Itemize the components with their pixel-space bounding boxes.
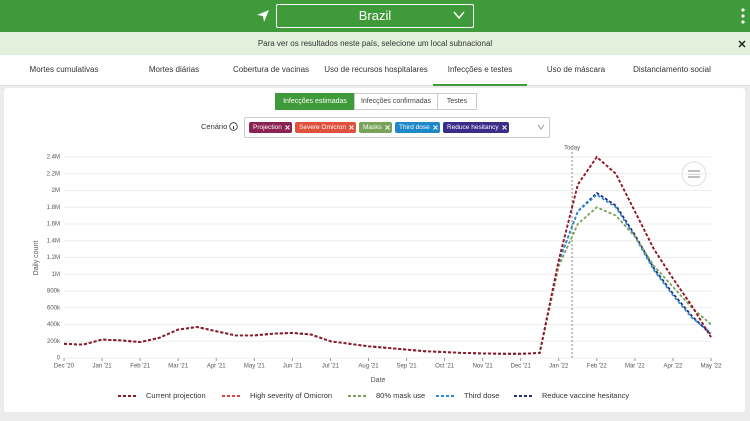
x-tick-label: Nov '21 [473, 364, 494, 370]
tab[interactable]: Cobertura de vacinas [232, 65, 310, 74]
chevron [453, 11, 465, 20]
y-tick-label: 800k [47, 289, 61, 295]
x-tick-label: Jul '21 [322, 364, 340, 370]
tab[interactable]: Uso de recursos hospitalares [324, 65, 428, 74]
chip-remove[interactable] [501, 125, 507, 130]
legend-label: Current projection [146, 391, 206, 400]
y-tick-label: 1.6M [47, 222, 60, 228]
x-tick-label: Dec '21 [511, 364, 532, 370]
chip-text: Reduce hesitancy [447, 124, 499, 131]
x-tick-label: Feb '21 [130, 364, 150, 370]
tab-bar: Mortes cumulativas Mortes diárias Cobert… [0, 55, 750, 86]
y-axis-label: Daily count [33, 241, 40, 276]
x-tick-label: Sep '21 [396, 364, 417, 370]
tab-active[interactable]: Infecções e testes [433, 55, 527, 86]
x-tick-label: Feb '22 [587, 364, 607, 370]
legend-label: Reduce vaccine hesitancy [542, 391, 629, 400]
y-tick-label: 2M [52, 188, 60, 194]
top-bar: Brazil [0, 0, 750, 32]
location-select[interactable]: Brazil [276, 4, 474, 28]
series-line [63, 155, 712, 355]
close-icon[interactable] [738, 40, 746, 48]
tab[interactable]: Mortes diárias [148, 65, 200, 74]
x-tick-label: Jan '21 [92, 364, 112, 370]
y-tick-label: 1.2M [47, 255, 60, 261]
today-label: Today [564, 146, 580, 152]
chip-remove[interactable] [349, 125, 354, 130]
y-tick-label: 2.4M [47, 155, 60, 161]
chip-text: Projection [253, 124, 282, 131]
info-icon [229, 122, 239, 131]
subtab[interactable]: Infecções confirmadas [354, 93, 438, 110]
series-line [63, 191, 712, 355]
y-tick-label: 2.2M [47, 171, 60, 177]
locate-icon[interactable] [256, 9, 270, 23]
series-line [63, 206, 712, 355]
scenario-chip[interactable]: Severe Omicron [295, 122, 356, 133]
y-tick-label: 1.4M [47, 238, 60, 244]
y-tick-label: 1M [52, 272, 60, 278]
tab[interactable]: Mortes cumulativas [29, 65, 99, 74]
x-axis-label: Date [371, 377, 386, 384]
x-tick-label: Jan '22 [549, 364, 569, 370]
chip-remove[interactable] [384, 125, 390, 130]
legend-label: 80% mask use [376, 391, 425, 400]
x-tick-label: Apr '21 [207, 364, 226, 370]
scenario-chip[interactable]: Masks [359, 122, 392, 133]
x-tick-label: Mar '21 [168, 364, 188, 370]
legend-label: High severity of Omicron [250, 391, 332, 400]
chip-remove[interactable] [432, 125, 438, 130]
chip-text: Masks [363, 124, 382, 131]
tab[interactable]: Distanciamento social [633, 65, 711, 74]
y-tick-label: 200k [47, 339, 61, 345]
y-tick-label: 600k [47, 305, 61, 311]
x-tick-label: May '21 [244, 364, 265, 370]
x-tick-label: May '22 [701, 364, 722, 370]
scenario-text: Cenário [201, 122, 228, 131]
scenario-chip[interactable]: Third dose [395, 122, 440, 133]
chip-text: Severe Omicron [299, 124, 346, 131]
x-tick-label: Aug '21 [358, 364, 379, 370]
x-tick-label: Mar '22 [625, 364, 645, 370]
subtab[interactable]: Testes [437, 93, 477, 110]
notice: Para ver os resultados neste país, selec… [0, 32, 750, 55]
y-tick-label: 400k [47, 322, 61, 328]
scenario-label: Cenário [201, 122, 239, 131]
x-tick-label: Jun '21 [283, 364, 303, 370]
chip-text: Third dose [399, 124, 430, 131]
chevron [537, 124, 545, 130]
tab[interactable]: Uso de máscara [546, 65, 606, 74]
location-text: Brazil [358, 8, 392, 23]
menu-icon[interactable] [740, 8, 746, 24]
y-tick-label: 1.8M [47, 205, 60, 211]
y-tick-label: 0 [57, 356, 61, 362]
notice-text: Para ver os resultados neste país, selec… [257, 39, 493, 48]
x-tick-label: Dec '20 [54, 364, 75, 370]
x-tick-label: Oct '21 [435, 364, 454, 370]
x-tick-label: Apr '22 [664, 364, 683, 370]
scenario-select[interactable]: Projection Severe Omicron Masks Third dose R… [244, 117, 550, 138]
scenario-chip[interactable]: Reduce hesitancy [443, 122, 509, 133]
legend-label: Third dose [464, 391, 499, 400]
chip-remove[interactable] [285, 125, 290, 130]
scenario-chip[interactable]: Projection [249, 122, 292, 133]
